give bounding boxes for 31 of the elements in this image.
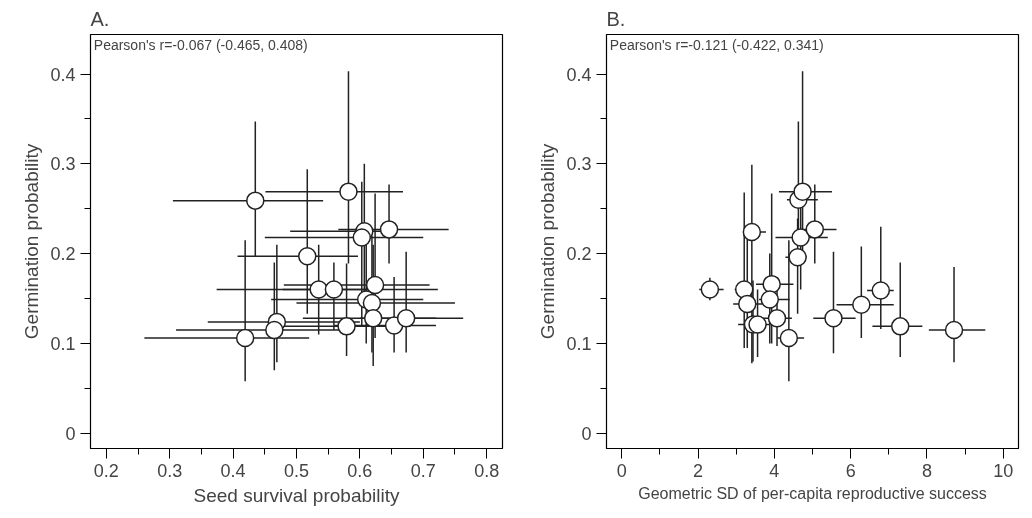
y-tick-label: 0.2: [566, 244, 592, 265]
y-tick-label: 0: [581, 423, 592, 444]
y-tick-label: 0.1: [50, 333, 76, 354]
x-tick-label: 0.2: [93, 460, 119, 481]
chart-title: A.: [90, 7, 110, 30]
x-tick-label: 0: [616, 460, 627, 481]
x-axis-title: Geometric SD of per-capita reproductive success: [638, 484, 987, 502]
x-tick-label: 0.8: [474, 460, 500, 481]
x-tick-label: 8: [921, 460, 932, 481]
x-tick-label: 0.5: [283, 460, 310, 481]
y-axis-title: Germination probability: [21, 143, 43, 340]
y-tick-label: 0.4: [566, 64, 592, 85]
x-tick-label: 2: [693, 460, 704, 481]
x-tick-label: 10: [993, 460, 1014, 481]
y-tick-label: 0: [65, 423, 76, 444]
annotation: Pearson's r=-0.121 (-0.422, 0.341): [609, 36, 824, 53]
y-tick-label: 0.2: [50, 244, 76, 265]
y-tick-label: 0.3: [566, 154, 592, 175]
x-tick-label: 0.6: [347, 460, 373, 481]
y-tick-label: 0.3: [50, 154, 76, 175]
chart-title: B.: [606, 7, 626, 30]
x-tick-label: 0.4: [220, 460, 246, 481]
x-tick-label: 4: [769, 460, 780, 481]
y-tick-label: 0.4: [50, 64, 76, 85]
x-tick-label: 6: [845, 460, 856, 481]
y-axis-title: Germination probability: [537, 143, 559, 340]
y-tick-label: 0.1: [566, 333, 592, 354]
x-axis-title: Seed survival probability: [193, 484, 400, 506]
annotation: Pearson's r=-0.067 (-0.465, 0.408): [93, 36, 308, 53]
x-tick-label: 0.7: [410, 460, 436, 481]
x-tick-label: 0.3: [157, 460, 183, 481]
